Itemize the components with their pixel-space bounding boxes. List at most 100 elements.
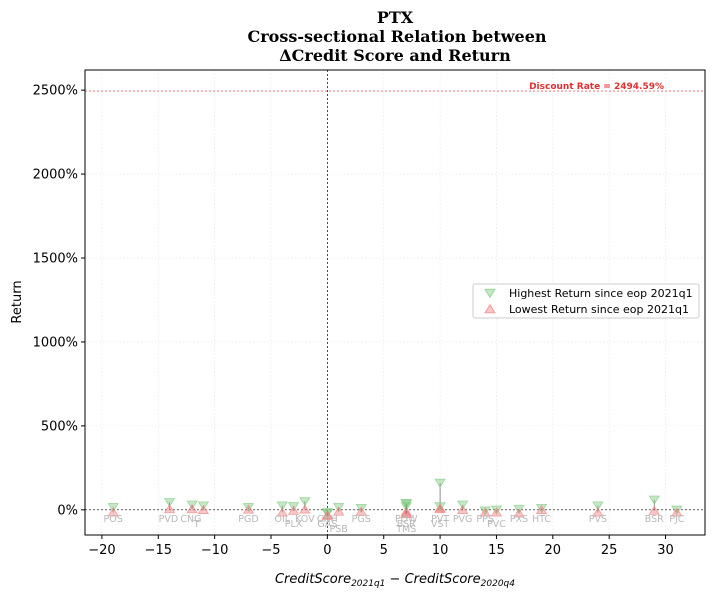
highest-return-point bbox=[400, 502, 412, 512]
x-axis-label-term-2: CreditScore bbox=[405, 572, 481, 587]
discount-rate-label: Discount Rate = 2494.59% bbox=[529, 82, 664, 92]
legend-marker-high bbox=[484, 288, 496, 299]
x-tick-label: 0 bbox=[323, 543, 331, 558]
highest-return-point bbox=[434, 478, 446, 488]
x-axis-label-sub-1: 2021q1 bbox=[351, 579, 385, 589]
x-tick-label: 25 bbox=[601, 543, 618, 558]
x-tick-label: 5 bbox=[380, 543, 388, 558]
lowest-return-point bbox=[592, 507, 604, 517]
plot-area-frame bbox=[84, 69, 706, 536]
highest-return-point bbox=[400, 499, 412, 509]
point-ticker-label: GAS bbox=[317, 519, 337, 530]
chart-title-line-1: PTX bbox=[377, 8, 414, 27]
x-tick-label: 20 bbox=[545, 543, 562, 558]
x-tick-label: −15 bbox=[145, 543, 172, 558]
point-ticker-label: PGD bbox=[238, 514, 258, 525]
lowest-return-point bbox=[513, 508, 525, 518]
lowest-return-point bbox=[400, 509, 412, 519]
lowest-return-point bbox=[355, 506, 367, 516]
lowest-return-point bbox=[671, 507, 683, 517]
point-ticker-label: PVG bbox=[453, 514, 473, 525]
lowest-return-point bbox=[197, 504, 210, 514]
point-ticker-label: HTC bbox=[532, 514, 551, 525]
highest-return-point bbox=[242, 503, 255, 513]
point-ticker-label: POW bbox=[395, 514, 418, 525]
point-ticker-label: POS bbox=[104, 514, 123, 525]
highest-return-point bbox=[321, 509, 334, 519]
lowest-return-point bbox=[456, 504, 469, 514]
legend-box bbox=[472, 283, 700, 319]
data-marks bbox=[107, 478, 683, 520]
x-tick-label: 15 bbox=[488, 543, 505, 558]
point-ticker-label: PVD bbox=[159, 514, 179, 525]
point-ticker-label: CNH bbox=[317, 514, 338, 525]
x-axis-label: CreditScore2021q1 − CreditScore2020q4 bbox=[275, 572, 515, 589]
point-ticker-label: PGS bbox=[352, 514, 371, 525]
x-tick-label: 10 bbox=[432, 543, 449, 558]
highest-return-point bbox=[592, 501, 604, 511]
highest-return-point bbox=[671, 505, 683, 515]
lowest-return-point bbox=[276, 507, 288, 517]
highest-return-point bbox=[648, 495, 660, 505]
highest-return-point bbox=[400, 498, 412, 509]
lowest-return-point bbox=[321, 509, 334, 520]
x-tick-label: −5 bbox=[261, 543, 280, 558]
lowest-return-point bbox=[648, 505, 660, 515]
point-ticker-label: PVT bbox=[431, 514, 449, 525]
y-tick-label: 2000% bbox=[33, 168, 78, 183]
lowest-return-point bbox=[479, 507, 491, 517]
y-axis-ticks: 0% 500% 1000% 1500% 2000% 2500% bbox=[33, 84, 85, 518]
lowest-return-point bbox=[321, 510, 334, 520]
x-axis-label-term-1: CreditScore bbox=[275, 572, 351, 587]
point-ticker-label: PSB bbox=[329, 524, 347, 535]
highest-return-point bbox=[434, 502, 446, 512]
x-tick-label: 30 bbox=[657, 543, 674, 558]
highest-return-point bbox=[479, 506, 491, 516]
y-axis-label: Return bbox=[10, 280, 25, 323]
x-tick-label: −20 bbox=[88, 543, 115, 558]
lowest-return-point bbox=[287, 505, 300, 515]
point-ticker-label: TMS bbox=[395, 524, 416, 535]
y-tick-label: 0% bbox=[57, 503, 78, 518]
point-ticker-label: PLX bbox=[285, 519, 303, 530]
lowest-return-point bbox=[332, 506, 345, 516]
point-ticker-label: PVC bbox=[487, 519, 506, 530]
highest-return-point bbox=[299, 497, 311, 507]
point-ticker-label: VST bbox=[431, 519, 450, 530]
x-tick-label: −10 bbox=[201, 543, 228, 558]
legend-label-low: Lowest Return since eop 2021q1 bbox=[509, 303, 689, 316]
y-tick-label: 1500% bbox=[33, 252, 78, 267]
highest-return-point bbox=[276, 501, 288, 511]
x-axis-label-minus: − bbox=[385, 572, 404, 587]
chart-title-line-2: Cross-sectional Relation between bbox=[248, 27, 547, 46]
highest-return-point bbox=[355, 503, 367, 514]
point-ticker-label: T bbox=[193, 519, 200, 530]
lowest-return-point bbox=[186, 503, 198, 514]
y-tick-label: 1000% bbox=[33, 335, 78, 350]
point-ticker-label: PJC bbox=[669, 514, 685, 525]
x-axis-label-sub-2: 2020q4 bbox=[481, 579, 516, 589]
point-ticker-label: OIL bbox=[274, 514, 290, 525]
legend: Highest Return since eop 2021q1 Lowest R… bbox=[472, 283, 700, 319]
point-ticker-label: PVS bbox=[589, 514, 607, 525]
point-ticker-label: PPS bbox=[476, 514, 494, 525]
x-axis-ticks: −20 −15 −10 −5 0 5 10 15 20 25 30 bbox=[88, 535, 674, 558]
point-ticker-label: CNG bbox=[180, 514, 201, 525]
chart-title-line-3: ΔCredit Score and Return bbox=[279, 46, 511, 65]
legend-marker-low bbox=[484, 303, 496, 314]
y-tick-label: 2500% bbox=[33, 84, 78, 99]
lowest-return-point bbox=[299, 504, 311, 514]
reference-lines bbox=[85, 70, 705, 535]
lowest-return-point bbox=[107, 507, 119, 517]
y-tick-label: 500% bbox=[41, 419, 78, 434]
lowest-return-point bbox=[490, 507, 503, 517]
lowest-return-point bbox=[434, 503, 446, 514]
lowest-return-point bbox=[535, 504, 548, 514]
highest-return-point bbox=[163, 498, 176, 508]
point-ticker-label: BSR bbox=[397, 519, 416, 530]
point-ticker-label: KOV bbox=[295, 514, 315, 525]
point-ticker-label: BSR bbox=[645, 514, 664, 525]
lowest-return-point bbox=[163, 503, 176, 514]
